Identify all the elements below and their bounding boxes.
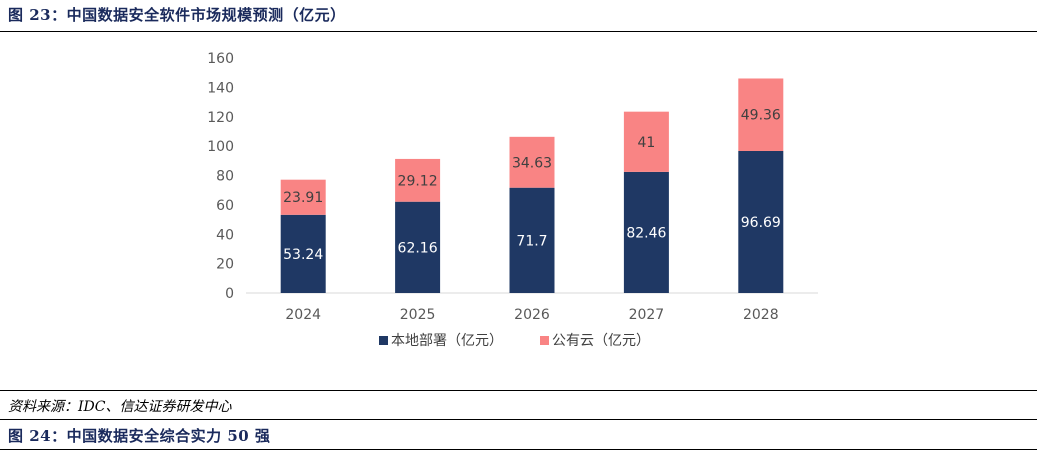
x-tick-label: 2025 — [400, 307, 436, 323]
bar-cloud — [738, 78, 784, 151]
bar-cloud — [623, 111, 669, 172]
data-label: 62.16 — [398, 240, 438, 256]
y-tick-label: 140 — [207, 80, 234, 96]
bar-local — [623, 171, 669, 293]
y-tick-label: 0 — [225, 286, 234, 302]
data-label: 82.46 — [626, 225, 666, 241]
data-label: 29.12 — [398, 173, 438, 189]
separator-rule — [0, 419, 1037, 420]
legend-swatch — [540, 336, 549, 345]
bottom-rule — [0, 449, 1037, 450]
bar-cloud — [395, 158, 441, 202]
bar-local — [395, 201, 441, 293]
x-tick-label: 2028 — [743, 307, 779, 323]
x-tick-label: 2026 — [514, 307, 550, 323]
data-label: 49.36 — [741, 108, 781, 124]
data-label: 96.69 — [741, 215, 781, 231]
next-figure-title: 图 24：中国数据安全综合实力 50 强 — [8, 427, 271, 445]
bar-local — [280, 214, 326, 293]
data-label: 23.91 — [283, 190, 323, 206]
legend-label: 公有云（亿元） — [552, 333, 650, 349]
bar-local — [509, 187, 555, 293]
source-note: 资料来源：IDC、信达证券研发中心 — [8, 399, 232, 415]
y-tick-label: 100 — [207, 139, 234, 155]
figure-title: 图 23：中国数据安全软件市场规模预测（亿元） — [8, 6, 346, 24]
top-rule — [0, 31, 1037, 32]
y-tick-label: 120 — [207, 110, 234, 126]
x-tick-label: 2027 — [629, 307, 665, 323]
chart: 0 20 40 60 80 100 120 140 160 53.24 23.91 2024 62.16… — [207, 51, 818, 349]
y-tick-label: 80 — [216, 169, 234, 185]
legend-swatch — [379, 336, 388, 345]
y-tick-label: 160 — [207, 51, 234, 67]
y-tick-label: 40 — [216, 227, 234, 243]
y-tick-label: 60 — [216, 198, 234, 214]
data-label: 71.7 — [516, 233, 547, 249]
data-label: 34.63 — [512, 155, 552, 171]
data-label: 41 — [637, 135, 655, 151]
legend-label: 本地部署（亿元） — [391, 333, 503, 349]
bar-cloud — [280, 179, 326, 215]
bar-local — [738, 150, 784, 293]
bar-cloud — [509, 136, 555, 188]
data-label: 53.24 — [283, 247, 323, 263]
x-tick-label: 2024 — [285, 307, 321, 323]
y-tick-label: 20 — [216, 257, 234, 273]
source-rule — [0, 390, 1037, 391]
